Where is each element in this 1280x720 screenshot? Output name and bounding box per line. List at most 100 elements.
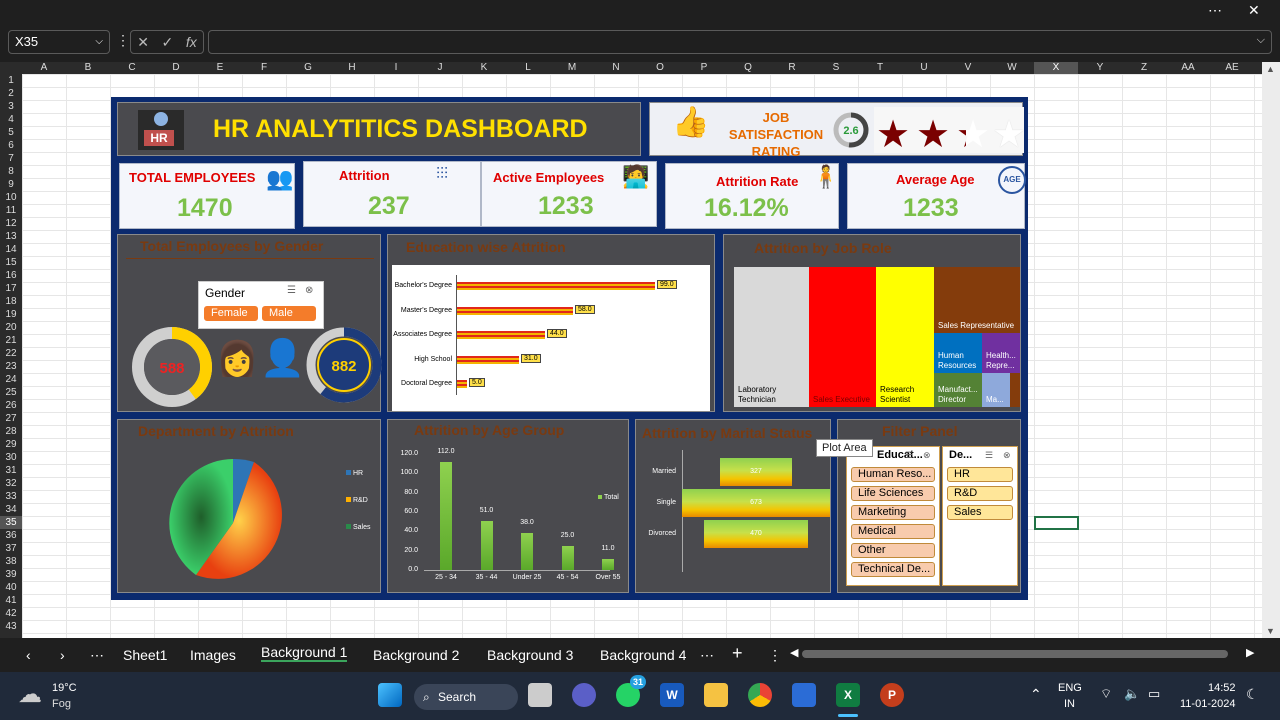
age-bar[interactable] — [521, 533, 533, 570]
row-header-cell[interactable]: 7 — [8, 153, 14, 164]
row-header-cell[interactable]: 20 — [5, 322, 17, 333]
column-header-cell[interactable]: G — [304, 62, 312, 73]
row-header-cell[interactable]: 15 — [5, 257, 17, 268]
row-header-cell[interactable]: 34 — [5, 504, 17, 515]
more-vertical-icon[interactable]: ⋮ — [116, 32, 130, 48]
row-header-cell[interactable]: 19 — [5, 309, 17, 320]
treemap-cell[interactable]: Ma... — [982, 373, 1010, 407]
column-header-cell[interactable]: Z — [1140, 62, 1148, 73]
column-header-cell[interactable]: C — [128, 62, 136, 73]
education-filter-option[interactable]: Other — [851, 543, 935, 558]
column-header-cell[interactable]: I — [394, 62, 398, 73]
app-icon[interactable] — [792, 683, 816, 707]
age-bar[interactable] — [480, 520, 493, 570]
row-header-cell[interactable]: 17 — [5, 283, 17, 294]
name-box[interactable]: X35 ⌵ — [8, 30, 110, 54]
education-filter-option[interactable]: Life Sciences — [851, 486, 935, 501]
multi-select-icon[interactable]: ☰ — [905, 450, 914, 460]
clear-filter-icon[interactable]: ⊗ — [1003, 450, 1011, 460]
education-filter-option[interactable]: Technical De... — [851, 562, 935, 577]
clock-date[interactable]: 11-01-2024 — [1180, 698, 1236, 710]
row-header-cell[interactable]: 41 — [5, 595, 17, 606]
scroll-up-icon[interactable]: ▲ — [1266, 64, 1275, 74]
column-header-cell[interactable]: X — [1034, 62, 1078, 74]
row-header-cell[interactable]: 21 — [5, 335, 17, 346]
cancel-icon[interactable]: ✕ — [137, 34, 149, 50]
treemap-cell[interactable]: Research Scientist — [876, 267, 934, 407]
row-header-cell[interactable]: 14 — [5, 244, 17, 255]
treemap-cell[interactable]: Health... Repre... — [982, 333, 1020, 373]
marital-bar[interactable]: 327 — [720, 458, 792, 486]
add-sheet-icon[interactable]: + — [732, 643, 743, 663]
row-header-cell[interactable]: 13 — [5, 231, 17, 242]
treemap-cell[interactable]: Human Resources — [934, 333, 982, 373]
excel-icon[interactable]: X — [836, 683, 860, 707]
row-header-cell[interactable]: 33 — [5, 491, 17, 502]
column-header-cell[interactable]: K — [480, 62, 488, 73]
column-header-cell[interactable]: W — [1007, 62, 1017, 73]
sheet-options-icon[interactable]: ⋮ — [768, 647, 782, 663]
whatsapp-icon[interactable]: 31 — [616, 675, 647, 707]
teams-icon[interactable] — [572, 683, 596, 707]
file-explorer-icon[interactable] — [704, 683, 728, 707]
row-header-cell[interactable]: 22 — [5, 348, 17, 359]
column-header-cell[interactable]: F — [260, 62, 268, 73]
tab-background-4[interactable]: Background 4 — [600, 647, 687, 663]
column-header-cell[interactable]: Q — [744, 62, 752, 73]
treemap-cell[interactable]: Sales Executive — [809, 267, 876, 407]
language-secondary[interactable]: IN — [1064, 698, 1075, 710]
row-header-cell[interactable]: 18 — [5, 296, 17, 307]
formula-input[interactable]: ⌵ — [208, 30, 1272, 54]
weather-temp[interactable]: 19°C — [52, 682, 77, 694]
tab-sheet1[interactable]: Sheet1 — [123, 647, 168, 663]
department-pie[interactable] — [166, 456, 300, 590]
column-header-cell[interactable]: A — [40, 62, 48, 73]
tab-images[interactable]: Images — [190, 647, 236, 663]
row-header-cell[interactable]: 6 — [8, 140, 14, 151]
treemap-cell[interactable]: Sales Representative — [934, 267, 1020, 333]
taskbar-search[interactable]: ⌕ Search — [414, 684, 518, 710]
weather-desc[interactable]: Fog — [52, 698, 71, 710]
row-header-cell[interactable]: 5 — [8, 127, 14, 138]
fog-weather-icon[interactable]: ☁ — [18, 681, 42, 708]
chrome-icon[interactable] — [748, 683, 772, 707]
row-header-cell[interactable]: 1 — [8, 75, 14, 86]
treemap-cell[interactable]: Manufact... Director — [934, 373, 982, 407]
education-filter-option[interactable]: Marketing — [851, 505, 935, 520]
column-header-cell[interactable]: B — [84, 62, 92, 73]
battery-icon[interactable]: ▭ — [1148, 686, 1161, 701]
clear-filter-icon[interactable]: ⊗ — [305, 285, 314, 296]
column-header-cell[interactable]: M — [567, 62, 577, 73]
multi-select-icon[interactable]: ☰ — [287, 285, 296, 296]
scroll-down-icon[interactable]: ▼ — [1266, 626, 1275, 636]
row-header-cell[interactable]: 43 — [5, 621, 17, 632]
education-bar[interactable] — [457, 306, 573, 315]
department-filter-option[interactable]: R&D — [947, 486, 1013, 501]
department-filter-option[interactable]: HR — [947, 467, 1013, 482]
column-header-cell[interactable]: O — [656, 62, 664, 73]
more-tabs-icon[interactable]: ⋯ — [700, 647, 714, 663]
word-icon[interactable]: W — [660, 683, 684, 707]
slicer-option-male[interactable]: Male — [262, 306, 316, 321]
chevron-down-icon[interactable]: ⌵ — [95, 36, 103, 47]
education-bar[interactable] — [457, 380, 467, 388]
row-header-cell[interactable]: 16 — [5, 270, 17, 281]
row-header-cell[interactable]: 28 — [5, 426, 17, 437]
row-header-cell[interactable]: 4 — [8, 114, 14, 125]
more-sheets-icon[interactable]: ⋯ — [90, 647, 104, 663]
age-chart[interactable]: 0.0 20.0 40.0 60.0 80.0 100.0 120.0 112.0 25 - 3… — [388, 440, 630, 590]
column-header-cell[interactable]: L — [525, 62, 531, 73]
row-header-cell[interactable]: 31 — [5, 465, 17, 476]
column-header-cell[interactable]: AE — [1225, 62, 1239, 73]
close-icon[interactable]: ✕ — [1248, 2, 1260, 18]
treemap-cell[interactable]: Laboratory Technician — [734, 267, 809, 407]
column-header-cell[interactable]: V — [964, 62, 972, 73]
scroll-left-icon[interactable]: ◀ — [790, 647, 799, 659]
scroll-right-icon[interactable]: ▶ — [1246, 647, 1255, 659]
row-header-cell[interactable]: 38 — [5, 556, 17, 567]
age-bar[interactable] — [602, 559, 614, 570]
windows-start-icon[interactable] — [378, 683, 402, 707]
column-header-cell[interactable]: J — [437, 62, 443, 73]
row-header-cell[interactable]: 27 — [5, 413, 17, 424]
row-header-cell[interactable]: 29 — [5, 439, 17, 450]
